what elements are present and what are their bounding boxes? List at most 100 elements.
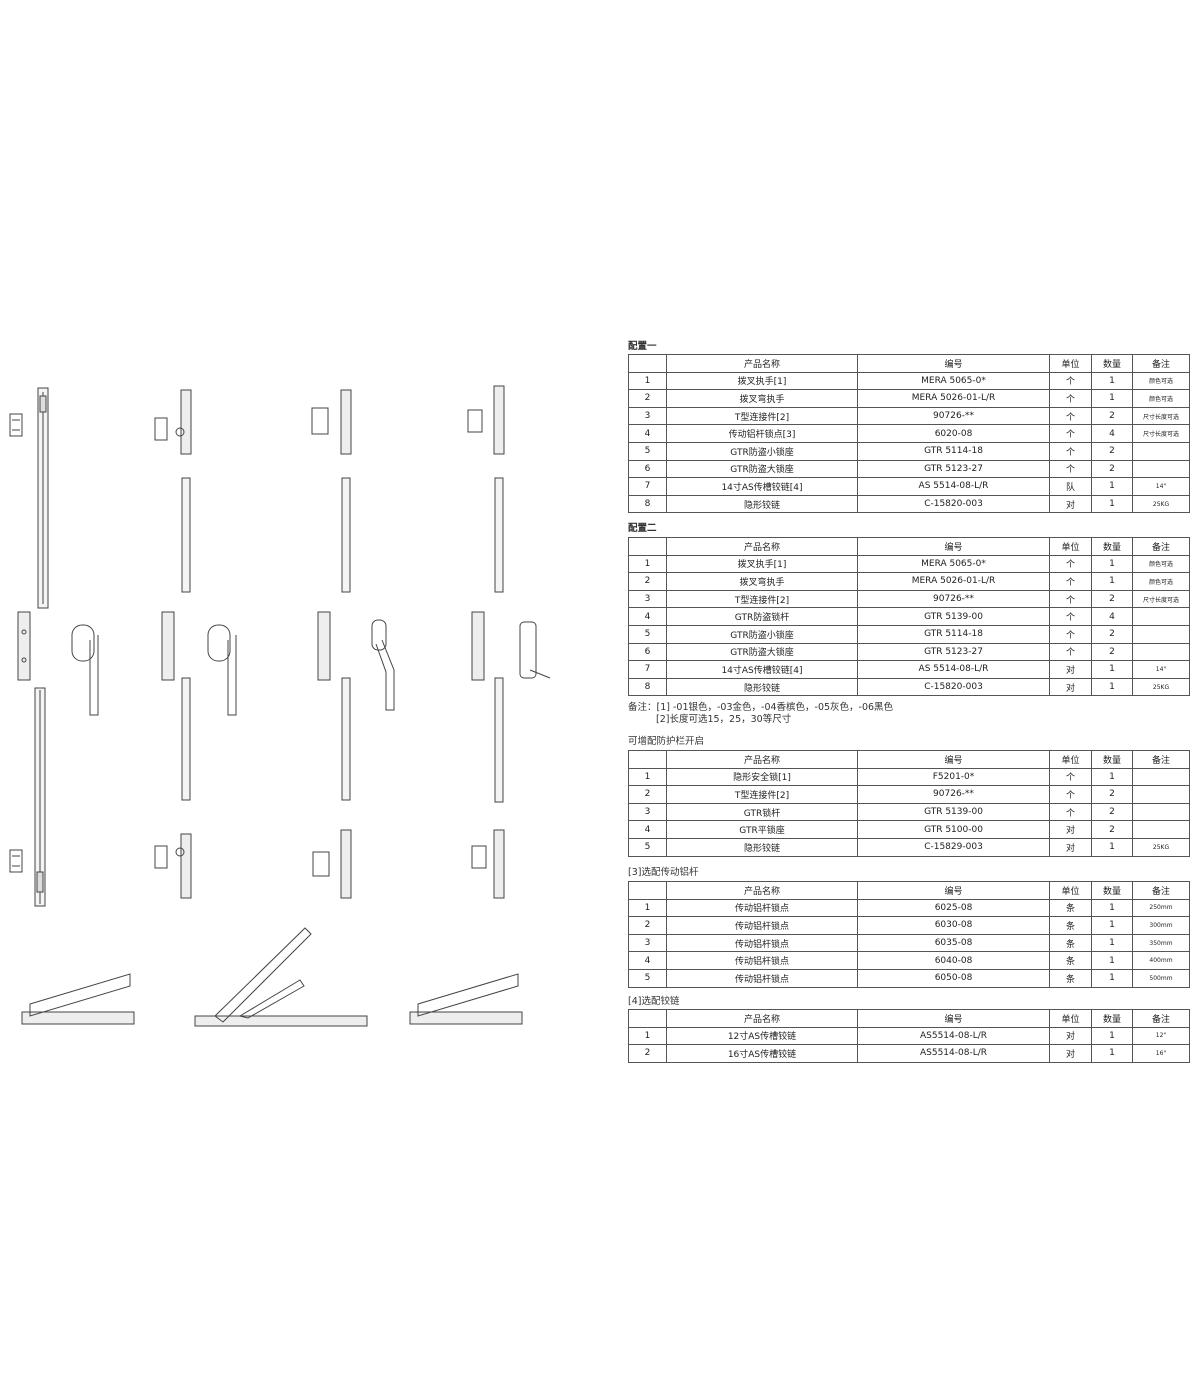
safety-lock — [519, 621, 551, 679]
table-row: 3 GTR锁杆 GTR 5139-00 个 2 — [628, 802, 1190, 822]
table-row: 5 GTR防盗小锁座 GTR 5114-18 个 2 — [628, 441, 1190, 461]
cell-code: C-15820-003 — [857, 494, 1050, 514]
table-row: 3 T型连接件[2] 90726-** 个 2 尺寸长度可选 — [628, 589, 1190, 609]
header-unit: 单位 — [1049, 1009, 1092, 1028]
cell-code: AS 5514-08-L/R — [857, 660, 1050, 679]
cell-name: GTR防盗大锁座 — [666, 642, 858, 662]
cell-index: 2 — [628, 1044, 667, 1063]
cell-note: 颜色可选 — [1132, 572, 1190, 591]
cell-name: T型连接件[2] — [666, 589, 858, 609]
cell-unit: 对 — [1049, 677, 1092, 697]
cell-code: MERA 5065-0* — [857, 371, 1050, 391]
table-header-row: 产品名称 编号 单位 数量 备注 — [628, 750, 1190, 769]
cell-name: 拨叉执手[1] — [666, 554, 858, 574]
cell-qty: 2 — [1091, 459, 1133, 479]
cell-name: GTR防盗大锁座 — [666, 459, 858, 479]
footnotes: 备注：[1] -01银色，-03金色，-04香槟色，-05灰色，-06黑色 [2… — [628, 702, 893, 726]
rod — [341, 677, 351, 801]
cell-code: 6020-08 — [857, 424, 1050, 443]
cell-name: 传动铝杆锁点 — [666, 916, 858, 935]
header-unit: 单位 — [1049, 537, 1092, 556]
cell-code: 90726-** — [857, 589, 1050, 609]
bent-handle — [371, 619, 395, 711]
section-title: 可增配防护栏开启 — [628, 736, 705, 747]
cell-index: 5 — [628, 441, 667, 461]
cell-name: T型连接件[2] — [666, 785, 858, 804]
cell-qty: 1 — [1091, 767, 1133, 787]
cell-note — [1132, 624, 1190, 644]
table-header-row: 产品名称 编号 单位 数量 备注 — [628, 881, 1190, 900]
table-row: 3 T型连接件[2] 90726-** 个 2 尺寸长度可选 — [628, 406, 1190, 426]
cell-unit: 个 — [1049, 441, 1092, 461]
rod — [181, 477, 191, 593]
footnote-2: [2]长度可选15，25，30等尺寸 — [656, 714, 792, 725]
header-unit: 单位 — [1049, 354, 1092, 373]
cell-note: 颜色可选 — [1132, 389, 1190, 408]
cell-code: GTR 5114-18 — [857, 441, 1050, 461]
cell-qty: 1 — [1091, 1044, 1133, 1063]
cell-code: 90726-** — [857, 406, 1050, 426]
header-code: 编号 — [857, 881, 1050, 900]
header-name: 产品名称 — [666, 881, 858, 900]
cell-qty: 2 — [1091, 802, 1133, 822]
cell-unit: 个 — [1049, 459, 1092, 479]
table-row: 5 隐形铰链 C-15829-003 对 1 25KG — [628, 837, 1190, 857]
cell-note: 16" — [1132, 1044, 1190, 1063]
keeper-icon — [471, 845, 487, 869]
header-note: 备注 — [1132, 354, 1190, 373]
cell-index: 4 — [628, 607, 667, 626]
cell-qty: 1 — [1091, 572, 1133, 591]
cell-qty: 1 — [1091, 916, 1133, 935]
table-row: 2 拨叉弯执手 MERA 5026-01-L/R 个 1 颜色可选 — [628, 572, 1190, 591]
cell-note: 500mm — [1132, 968, 1190, 988]
cell-index: 3 — [628, 933, 667, 953]
cell-note — [1132, 802, 1190, 822]
cell-note: 25KG — [1132, 677, 1190, 697]
keeper-icon — [311, 407, 329, 435]
cell-unit: 个 — [1049, 589, 1092, 609]
cell-name: 隐形铰链 — [666, 837, 858, 857]
cell-name: GTR防盗锁杆 — [666, 607, 858, 626]
cell-unit: 条 — [1049, 916, 1092, 935]
cell-code: 6040-08 — [857, 951, 1050, 970]
cell-qty: 1 — [1091, 837, 1133, 857]
cell-code: 6035-08 — [857, 933, 1050, 953]
keeper-icon — [154, 845, 168, 869]
cell-unit: 个 — [1049, 767, 1092, 787]
cell-index: 3 — [628, 802, 667, 822]
table-row: 3 传动铝杆锁点 6035-08 条 1 350mm — [628, 933, 1190, 953]
header-index — [628, 354, 667, 373]
rod — [494, 677, 504, 803]
header-index — [628, 537, 667, 556]
table-header-row: 产品名称 编号 单位 数量 备注 — [628, 1009, 1190, 1028]
header-index — [628, 881, 667, 900]
cell-index: 4 — [628, 951, 667, 970]
header-qty: 数量 — [1091, 881, 1133, 900]
section-title: [4]选配铰链 — [628, 996, 680, 1007]
cell-name: 隐形安全锁[1] — [666, 767, 858, 787]
cell-code: 90726-** — [857, 785, 1050, 804]
table-row: 6 GTR防盗大锁座 GTR 5123-27 个 2 — [628, 459, 1190, 479]
cell-name: GTR防盗小锁座 — [666, 624, 858, 644]
rod — [341, 477, 351, 593]
gearbox — [161, 611, 175, 681]
cell-name: 拨叉弯执手 — [666, 389, 858, 408]
table-header-row: 产品名称 编号 单位 数量 备注 — [628, 537, 1190, 556]
cell-note: 颜色可选 — [1132, 554, 1190, 574]
cell-index: 2 — [628, 785, 667, 804]
table-row: 1 拨叉执手[1] MERA 5065-0* 个 1 颜色可选 — [628, 371, 1190, 391]
long-rod-top — [37, 387, 49, 609]
cell-unit: 条 — [1049, 951, 1092, 970]
header-code: 编号 — [857, 1009, 1050, 1028]
cell-code: GTR 5123-27 — [857, 642, 1050, 662]
footnote-1: 备注：[1] -01银色，-03金色，-04香槟色，-05灰色，-06黑色 — [628, 702, 894, 713]
table-row: 7 14寸AS传槽铰链[4] AS 5514-08-L/R 队 1 14" — [628, 477, 1190, 496]
cell-unit: 对 — [1049, 837, 1092, 857]
cell-unit: 条 — [1049, 968, 1092, 988]
table-row: 6 GTR防盗大锁座 GTR 5123-27 个 2 — [628, 642, 1190, 662]
rod — [494, 477, 504, 593]
cell-qty: 1 — [1091, 554, 1133, 574]
header-name: 产品名称 — [666, 354, 858, 373]
keeper-icon — [467, 409, 483, 433]
table-row: 1 拨叉执手[1] MERA 5065-0* 个 1 颜色可选 — [628, 554, 1190, 574]
